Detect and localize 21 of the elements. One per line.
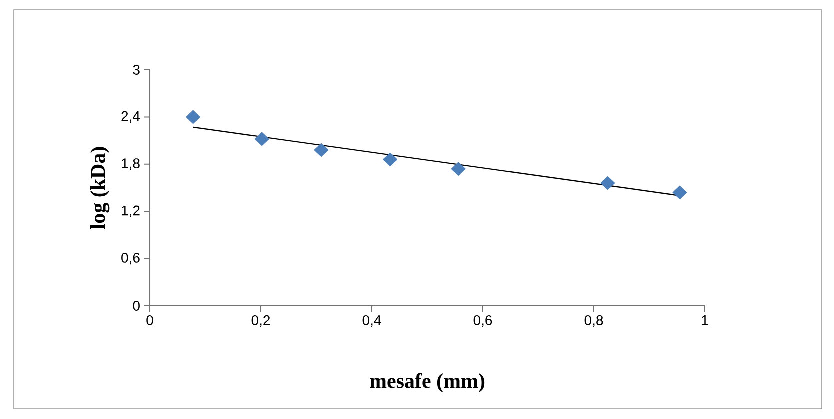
x-tick-label: 0,8 <box>584 316 604 328</box>
y-tick-label: 1,2 <box>122 206 140 218</box>
point <box>600 176 616 190</box>
x-tick-label: 0 <box>146 316 154 326</box>
point <box>672 186 688 200</box>
point <box>451 162 466 176</box>
point <box>382 152 398 167</box>
y-axis-title: log (kDa) <box>90 147 110 230</box>
y-tick-label: 0,6 <box>122 252 140 265</box>
x-axis-title: mesafe (mm) <box>370 373 485 393</box>
x-tick-label: 0,6 <box>474 316 492 328</box>
y-tick-label: 0 <box>133 301 140 311</box>
x-tick-label: 1 <box>702 316 708 326</box>
y-tick-label: 1,8 <box>122 158 140 170</box>
x-tick-label: 0,4 <box>362 316 382 328</box>
point <box>314 143 329 158</box>
point <box>254 132 270 146</box>
y-tick-label: 3 <box>133 65 140 75</box>
point <box>186 110 201 124</box>
x-tick-label: 0,2 <box>252 316 270 328</box>
y-tick-label: 2,4 <box>122 111 140 123</box>
